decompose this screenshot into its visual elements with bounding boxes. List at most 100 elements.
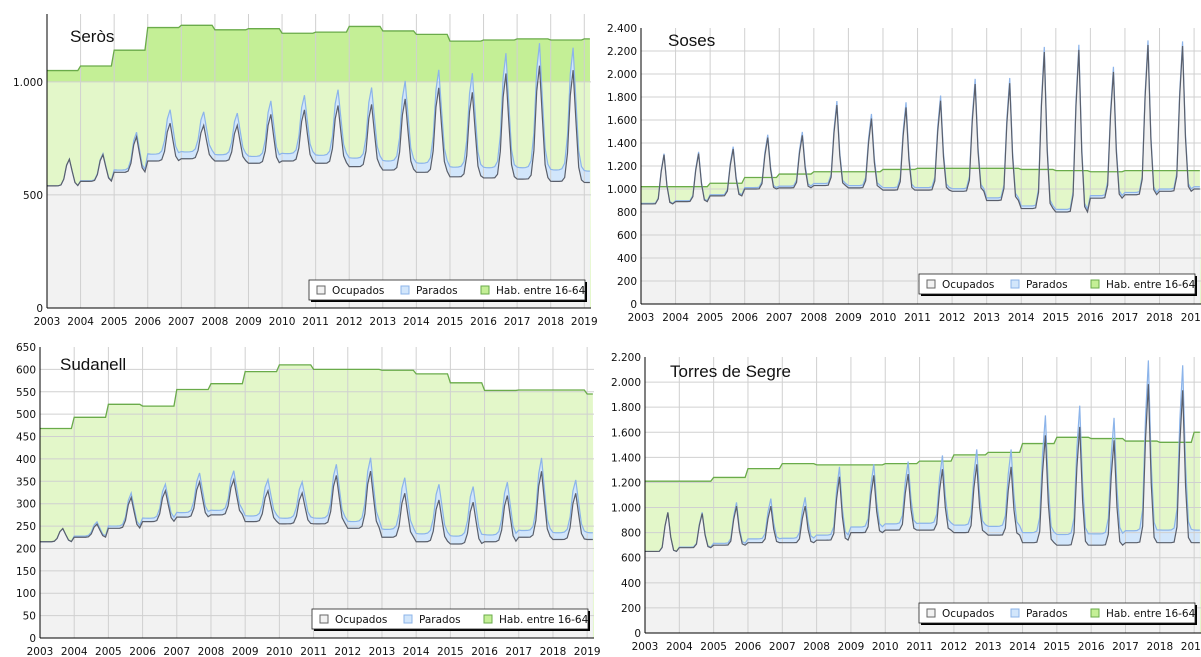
chart-soses: 0 200 400 600 800 1.000 1.200 1.400 1.600 1.800 2.… xyxy=(600,0,1201,333)
y-tick-label: 550 xyxy=(16,387,36,399)
chart-seros: 0 500 1.000 2003 2004 2005 2006 2007 2008 2009 201… xyxy=(0,0,600,333)
y-tick-label: 250 xyxy=(16,521,36,533)
legend-label: Ocupados xyxy=(942,608,994,620)
x-tick-label: 2003 xyxy=(628,312,655,324)
x-tick-label: 2013 xyxy=(369,316,396,328)
x-tick-label: 2003 xyxy=(34,316,61,328)
area-ocupados xyxy=(47,65,590,309)
y-tick-label: 800 xyxy=(617,207,637,219)
line-hab-entre-16-64 xyxy=(47,24,590,72)
legend-swatch xyxy=(480,285,490,295)
x-tick-label: 2004 xyxy=(61,646,88,657)
legend-swatch xyxy=(319,614,329,624)
x-tick-label: 2011 xyxy=(302,316,329,328)
legend-swatch xyxy=(403,614,413,624)
x-tick-label: 2008 xyxy=(803,641,830,653)
y-tick-label: 200 xyxy=(617,276,637,288)
legend-label: Hab. entre 16-64 xyxy=(1106,279,1196,291)
legend-swatch xyxy=(400,285,410,295)
x-tick-label: 2004 xyxy=(67,316,94,328)
x-tick-label: 2017 xyxy=(1112,641,1139,653)
x-tick-label: 2019 xyxy=(1181,641,1201,653)
y-tick-label: 600 xyxy=(621,553,641,565)
legend-box xyxy=(311,608,589,630)
y-tick-label: 1.000 xyxy=(13,77,43,89)
legend-swatch xyxy=(483,614,493,624)
y-tick-label: 600 xyxy=(617,230,637,242)
y-tick-label: 2.200 xyxy=(607,46,637,58)
y-tick-label: 1.000 xyxy=(607,184,637,196)
x-tick-label: 2008 xyxy=(202,316,229,328)
x-tick-label: 2012 xyxy=(336,316,363,328)
chart-soses-svg: 0 200 400 600 800 1.000 1.200 1.400 1.600 1.800 2.… xyxy=(607,23,1201,324)
legend-label: Parados xyxy=(1026,608,1068,620)
y-tick-label: 400 xyxy=(16,454,36,466)
x-tick-label: 2015 xyxy=(437,316,464,328)
x-tick-label: 2003 xyxy=(27,646,54,657)
x-tick-label: 2016 xyxy=(1078,641,1105,653)
area-ocupados xyxy=(641,44,1200,304)
x-tick-label: 2004 xyxy=(666,641,693,653)
y-tick-label: 800 xyxy=(621,528,641,540)
line-ocupados xyxy=(39,470,593,545)
x-tick-label: 2006 xyxy=(735,641,762,653)
x-tick-label: 2019 xyxy=(1181,312,1201,324)
y-tick-label: 1.200 xyxy=(611,477,641,489)
chart-title: Soses xyxy=(668,31,715,50)
x-tick-label: 2008 xyxy=(198,646,225,657)
y-tick-label: 200 xyxy=(621,603,641,615)
y-tick-label: 1.600 xyxy=(607,115,637,127)
x-tick-label: 2017 xyxy=(1112,312,1139,324)
y-tick-label: 0 xyxy=(29,633,36,645)
chart-title: Torres de Segre xyxy=(670,362,791,381)
line-ocupados xyxy=(641,44,1200,214)
area-ocupados xyxy=(40,471,593,638)
x-tick-label: 2014 xyxy=(1009,641,1036,653)
y-tick-label: 50 xyxy=(23,611,36,623)
x-tick-label: 2015 xyxy=(437,646,464,657)
y-tick-label: 0 xyxy=(630,299,637,311)
x-tick-label: 2013 xyxy=(975,641,1002,653)
legend-label: Hab. entre 16-64 xyxy=(1106,608,1196,620)
legend-box xyxy=(308,279,586,301)
x-tick-label: 2014 xyxy=(403,646,430,657)
line-hab-entre-16-64 xyxy=(645,431,1200,482)
x-tick-label: 2009 xyxy=(835,312,862,324)
x-tick-label: 2005 xyxy=(101,316,128,328)
x-tick-label: 2003 xyxy=(632,641,659,653)
area-ocupados xyxy=(645,384,1200,633)
chart-title: Sudanell xyxy=(60,355,126,374)
y-tick-label: 600 xyxy=(16,364,36,376)
y-tick-label: 500 xyxy=(16,409,36,421)
y-tick-label: 1.400 xyxy=(611,452,641,464)
y-tick-label: 200 xyxy=(16,543,36,555)
legend-label: Parados xyxy=(1026,279,1068,291)
legend-label: Hab. entre 16-64 xyxy=(496,285,586,297)
y-tick-label: 400 xyxy=(621,578,641,590)
x-tick-label: 2017 xyxy=(504,316,531,328)
x-tick-label: 2005 xyxy=(95,646,122,657)
x-tick-label: 2011 xyxy=(300,646,327,657)
x-tick-label: 2010 xyxy=(870,312,897,324)
y-tick-label: 1.200 xyxy=(607,161,637,173)
x-tick-label: 2006 xyxy=(731,312,758,324)
legend-label: Parados xyxy=(416,285,458,297)
legend-swatch xyxy=(1090,608,1100,618)
x-tick-label: 2011 xyxy=(904,312,931,324)
y-tick-label: 1.600 xyxy=(611,427,641,439)
x-tick-label: 2010 xyxy=(266,646,293,657)
chart-seros-svg: 0 500 1.000 2003 2004 2005 2006 2007 2008 2009 201… xyxy=(13,14,598,328)
y-tick-label: 450 xyxy=(16,432,36,444)
line-hab-entre-16-64 xyxy=(641,167,1200,188)
line-parados xyxy=(46,43,590,187)
y-tick-label: 1.800 xyxy=(611,402,641,414)
x-tick-label: 2014 xyxy=(1008,312,1035,324)
x-tick-label: 2016 xyxy=(1077,312,1104,324)
x-tick-label: 2007 xyxy=(766,312,793,324)
y-tick-label: 2.000 xyxy=(611,377,641,389)
legend-swatch xyxy=(926,608,936,618)
x-tick-label: 2004 xyxy=(662,312,689,324)
legend-swatch xyxy=(1010,608,1020,618)
x-tick-label: 2006 xyxy=(129,646,156,657)
x-tick-label: 2009 xyxy=(235,316,262,328)
